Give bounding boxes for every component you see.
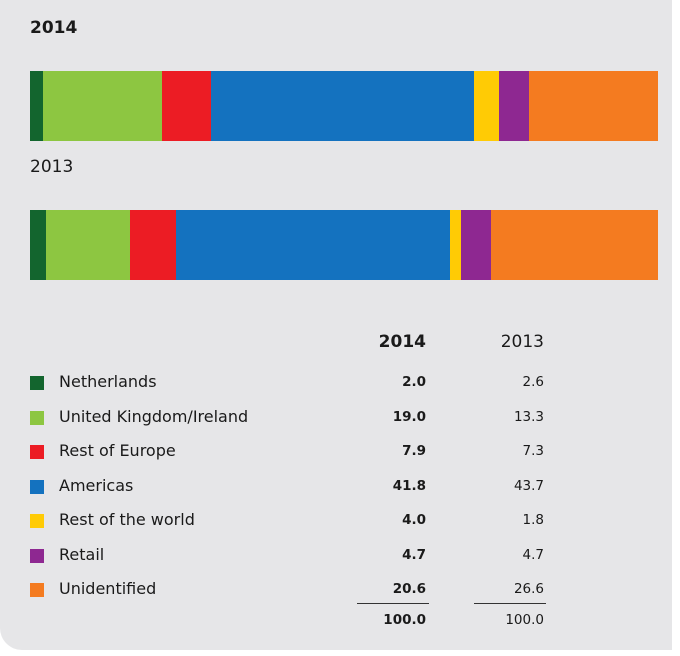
value-2014: 2.0 [402, 374, 426, 390]
chart-panel: 2014 2013 2014 2013 Netherlands 2.0 2.6 Uni… [0, 0, 672, 650]
bar-segment-rest-of-europe [161, 71, 212, 141]
table-row: Netherlands 2.0 2.6 [0, 367, 672, 401]
value-2013: 13.3 [513, 408, 544, 425]
table-header-2014: 2014 [378, 332, 426, 352]
total-rule-2013 [474, 603, 546, 604]
bar-segment-retail [499, 71, 529, 141]
table-row: Rest of the world 4.0 1.8 [0, 505, 672, 539]
bar-segment-rest-of-the-world [473, 71, 500, 141]
row-label: Unidentified [59, 579, 157, 598]
total-2013: 100.0 [505, 612, 544, 628]
table-row: Rest of Europe 7.9 7.3 [0, 436, 672, 470]
bar-segment-united-kingdom-ireland [42, 71, 162, 141]
stacked-bar-2013 [30, 210, 658, 280]
bar-title-2014: 2014 [30, 18, 78, 38]
stacked-bar-2014 [30, 71, 658, 141]
row-label: Retail [59, 544, 105, 564]
table-header-2013: 2013 [500, 332, 544, 352]
table-row: Retail 4.7 4.7 [0, 540, 672, 574]
value-2014: 19.0 [392, 408, 426, 425]
total-2014: 100.0 [383, 612, 426, 628]
legend-swatch [30, 514, 44, 528]
table-row: Unidentified 20.6 26.6 [0, 574, 672, 608]
value-2014: 4.0 [402, 512, 426, 528]
bar-segment-unidentified [490, 210, 658, 280]
bar-segment-unidentified [528, 71, 658, 141]
value-2014: 20.6 [392, 581, 426, 597]
bar-segment-americas [211, 71, 474, 141]
table-row: United Kingdom/Ireland 19.0 13.3 [0, 402, 672, 436]
value-2013: 2.6 [522, 374, 544, 390]
legend-swatch [30, 445, 44, 459]
bar-segment-netherlands [30, 71, 43, 141]
row-label: Americas [59, 475, 134, 495]
value-2013: 26.6 [513, 581, 544, 597]
bar-segment-netherlands [30, 210, 47, 280]
legend-swatch [30, 548, 44, 563]
bar-segment-americas [175, 210, 451, 280]
bar-segment-retail [461, 210, 491, 280]
bar-segment-rest-of-europe [129, 210, 176, 280]
bar-segment-rest-of-the-world [450, 210, 462, 280]
row-label: Netherlands [59, 372, 157, 391]
bar-segment-united-kingdom-ireland [46, 210, 130, 280]
table-row: Americas 41.8 43.7 [0, 471, 672, 505]
legend-swatch [30, 583, 44, 597]
total-rule-2014 [357, 603, 429, 604]
value-2013: 4.7 [522, 546, 544, 563]
value-2013: 1.8 [522, 512, 544, 528]
legend-swatch [30, 376, 44, 390]
value-2013: 7.3 [522, 443, 544, 459]
value-2013: 43.7 [513, 477, 544, 494]
value-2014: 4.7 [402, 546, 426, 563]
legend-swatch [30, 479, 44, 494]
legend-swatch [30, 410, 44, 425]
row-label: Rest of the world [59, 510, 195, 529]
bar-title-2013: 2013 [30, 157, 74, 177]
value-2014: 41.8 [392, 477, 426, 494]
row-label: Rest of Europe [59, 441, 176, 460]
value-2014: 7.9 [402, 443, 426, 459]
row-label: United Kingdom/Ireland [59, 406, 249, 426]
